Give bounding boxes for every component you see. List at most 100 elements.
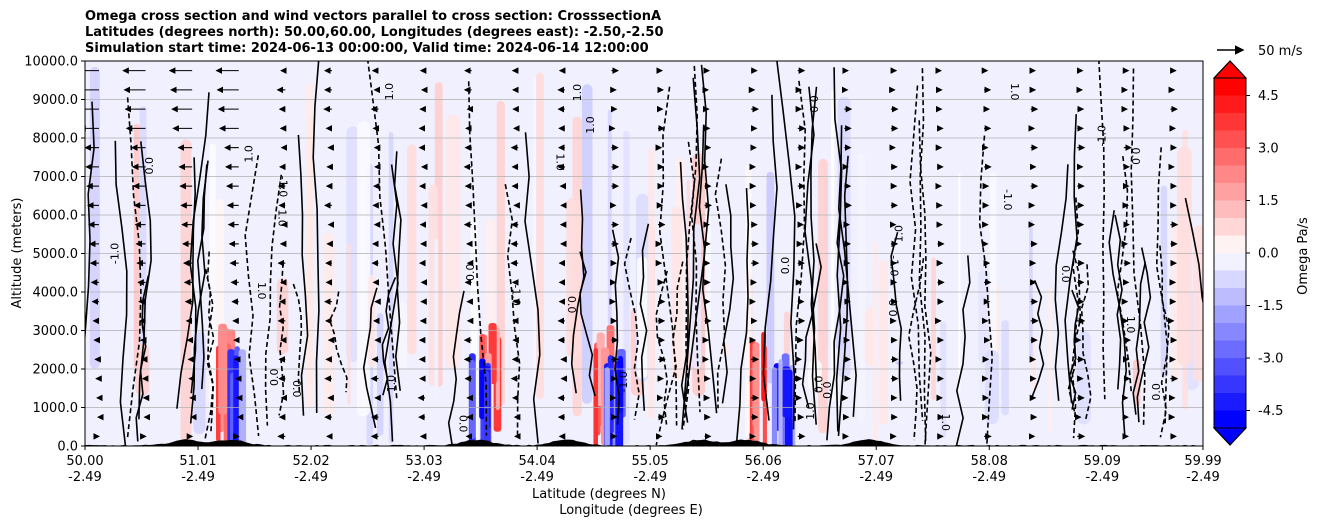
contour-zero xyxy=(1031,279,1045,398)
contour-label: 0.0 xyxy=(143,157,156,175)
contour-negative xyxy=(918,68,927,444)
contour-zero xyxy=(312,61,320,414)
y-tick-label: 1000.0 xyxy=(33,401,79,416)
contour-zero xyxy=(1114,214,1123,390)
contour-zero xyxy=(1136,247,1152,423)
x-tick-label-lat: 51.01 xyxy=(179,454,216,469)
omega-band xyxy=(566,197,581,358)
omega-band xyxy=(193,331,206,435)
omega-band xyxy=(931,257,936,400)
omega-band xyxy=(209,143,216,411)
omega-band xyxy=(1001,320,1009,416)
colorbar-tick-label: 1.5 xyxy=(1258,194,1279,209)
omega-band xyxy=(445,114,461,370)
y-tick-label: 7000.0 xyxy=(33,170,79,185)
contour-zero xyxy=(447,290,465,446)
contour-negative xyxy=(1116,155,1133,395)
contour-label: -1.0 xyxy=(1001,189,1014,210)
omega-band xyxy=(307,116,314,384)
contour-label: 1.0 xyxy=(554,153,567,171)
chart-title: Omega cross section and wind vectors par… xyxy=(85,9,664,57)
contour-label: 1.0 xyxy=(383,83,396,101)
omega-band xyxy=(1182,129,1189,410)
contour-negative xyxy=(655,270,669,425)
contour-label: -1.0 xyxy=(109,243,122,264)
contour-zero xyxy=(736,188,750,441)
colorbar-tick-label: 3.0 xyxy=(1258,142,1279,157)
omega-band xyxy=(398,301,408,369)
contour-label: -1.0 xyxy=(888,255,901,276)
contour-label: 1.0 xyxy=(893,225,906,243)
contour-zero xyxy=(384,164,399,442)
colorbar-segment xyxy=(1214,165,1246,183)
colorbar-tick-label: -3.0 xyxy=(1258,352,1283,367)
contour-negative xyxy=(794,80,807,423)
contour-zero xyxy=(1054,164,1069,401)
x-tick-label-lon: -2.49 xyxy=(859,470,893,485)
omega-band xyxy=(89,66,100,369)
colorbar-segment xyxy=(1214,95,1246,113)
terrain-profile xyxy=(85,439,1203,446)
omega-band xyxy=(989,172,997,386)
quiver-key-label: 50 m/s xyxy=(1258,44,1303,59)
contour-negative xyxy=(907,257,925,441)
omega-band xyxy=(323,232,335,416)
contour-label: 0.0 xyxy=(456,415,469,433)
contour-zero xyxy=(681,77,701,430)
contour-zero xyxy=(196,164,208,390)
colorbar-segment xyxy=(1214,288,1246,306)
contour-label: 0.0 xyxy=(807,95,820,113)
omega-ascent-core xyxy=(484,370,490,446)
contour-negative xyxy=(1098,61,1106,400)
omega-band xyxy=(1029,219,1033,358)
contour-negative xyxy=(658,86,678,426)
y-tick-label: 10000.0 xyxy=(24,55,78,70)
omega-band xyxy=(276,278,289,355)
colorbar-segment xyxy=(1214,148,1246,166)
omega-band xyxy=(830,89,835,402)
contour-label: 0.0 xyxy=(268,368,281,386)
omega-ascent-core xyxy=(771,367,778,446)
contour-label: 0.0 xyxy=(1129,147,1142,165)
omega-band xyxy=(1048,287,1053,432)
contour-label: 1.0 xyxy=(1124,316,1137,334)
contour-zero xyxy=(1184,197,1203,306)
contour-label: -1.0 xyxy=(617,371,630,392)
contour-label: 0.0 xyxy=(1150,383,1163,401)
contour-zero xyxy=(639,223,650,411)
x-tick-label-lat: 55.05 xyxy=(632,454,669,469)
contour-negative xyxy=(367,61,398,401)
contour-label: 0.0 xyxy=(812,376,825,394)
contour-label: 0.0 xyxy=(290,380,303,398)
x-tick-label-lon: -2.49 xyxy=(746,470,780,485)
omega-ascent-core xyxy=(233,355,239,446)
contour-label: 1.0 xyxy=(275,209,288,227)
omega-ascent-core xyxy=(782,366,791,418)
colorbar-segment xyxy=(1214,323,1246,341)
y-tick-label: 2000.0 xyxy=(33,363,79,378)
contour-zero xyxy=(611,229,621,425)
x-tick-label-lon: -2.49 xyxy=(1085,470,1119,485)
contour-label: 1.0 xyxy=(571,84,584,102)
contour-label: 0.0 xyxy=(821,381,834,399)
colorbar-segment xyxy=(1214,358,1246,376)
contour-negative xyxy=(467,81,488,436)
y-tick-label: 9000.0 xyxy=(33,93,79,108)
contour-zero xyxy=(579,251,596,397)
contour-negative xyxy=(244,155,260,437)
contour-zero xyxy=(524,132,541,444)
contour-zero xyxy=(776,61,796,430)
plot-area: 1.00.01.0-1.01.01.00.00.00.0-1.00.01.00.… xyxy=(84,60,1204,447)
contour-zero xyxy=(85,101,95,345)
contour-zero xyxy=(684,64,710,402)
contour-zero xyxy=(837,125,857,417)
contour-zero xyxy=(393,151,402,391)
colorbar-label: Omega Pa/s xyxy=(1296,217,1311,295)
quiver-key: 50 m/s xyxy=(1217,44,1303,59)
x-axis: 50.00-2.4951.01-2.4952.02-2.4953.03-2.49… xyxy=(66,446,1222,485)
x-axis-label-longitude: Longitude (degrees E) xyxy=(559,503,703,518)
omega-band xyxy=(648,147,655,419)
colorbar-segment xyxy=(1214,78,1246,96)
x-tick-label-lon: -2.49 xyxy=(633,470,667,485)
y-tick-label: 0.0 xyxy=(57,440,78,455)
